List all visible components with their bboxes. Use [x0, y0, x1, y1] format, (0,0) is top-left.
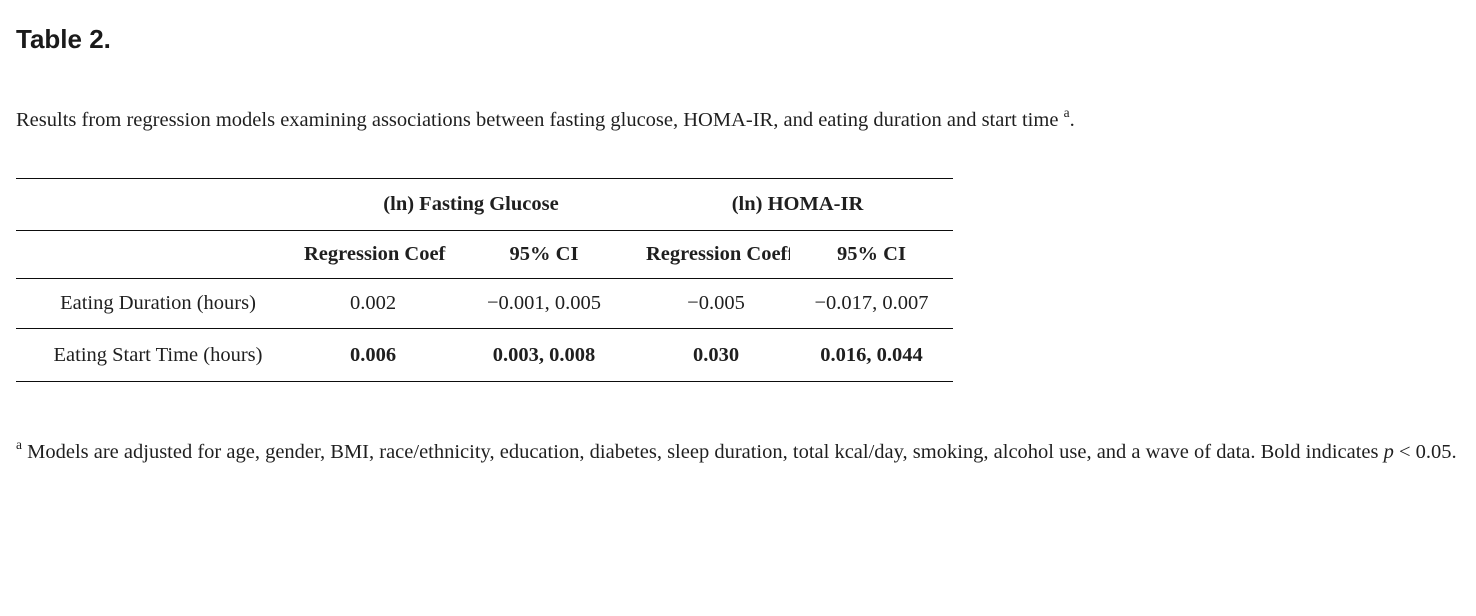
col-header-regression-coeff-glucose: Regression Coeff	[304, 243, 446, 265]
stub-cell	[16, 179, 300, 231]
regression-results-table: (ln) Fasting Glucose (ln) HOMA-IR Regres…	[16, 178, 953, 382]
footnote-text: Models are adjusted for age, gender, BMI…	[27, 441, 1384, 463]
row-label: Eating Duration (hours)	[60, 292, 256, 314]
cell-glucose-ci: 0.003, 0.008	[492, 343, 596, 366]
caption-period: .	[1069, 109, 1075, 131]
table-row-eating-duration: Eating Duration (hours) 0.002 −0.001, 0.…	[16, 279, 953, 329]
cell-homa-ci: −0.017, 0.007	[814, 292, 929, 314]
cell-homa-coeff: 0.030	[692, 343, 740, 366]
cell-glucose-coeff: 0.006	[349, 343, 397, 366]
table-row-eating-start-time: Eating Start Time (hours) 0.006 0.003, 0…	[16, 329, 953, 382]
spanner-fasting-glucose: (ln) Fasting Glucose	[383, 193, 559, 215]
caption-text: Results from regression models examining…	[16, 109, 1059, 131]
footnote-pvalue-text: < 0.05.	[1393, 441, 1457, 463]
cell-glucose-coeff: 0.002	[349, 292, 397, 314]
table-footnote: a Models are adjusted for age, gender, B…	[16, 432, 1460, 472]
col-header-ci-homa: 95% CI	[837, 243, 906, 265]
caption-footnote-marker: a	[1063, 105, 1070, 121]
footnote-marker: a	[16, 437, 22, 453]
column-header-row: Regression Coeff 95% CI Regression Coeff…	[16, 231, 953, 279]
table-caption: Results from regression models examining…	[16, 106, 1460, 134]
cell-glucose-ci: −0.001, 0.005	[486, 292, 602, 314]
col-header-regression-coeff-homa: Regression Coeff	[646, 243, 790, 265]
cell-homa-ci: 0.016, 0.044	[820, 343, 923, 366]
article-table-section: Table 2. Results from regression models …	[16, 24, 1460, 472]
stub-cell	[16, 231, 300, 279]
spanner-header-row: (ln) Fasting Glucose (ln) HOMA-IR	[16, 179, 953, 231]
footnote-p-symbol: p	[1383, 441, 1394, 463]
spanner-homa-ir: (ln) HOMA-IR	[731, 193, 864, 215]
cell-homa-coeff: −0.005	[687, 292, 745, 314]
col-header-ci-glucose: 95% CI	[509, 243, 579, 265]
table-number-heading: Table 2.	[16, 24, 111, 54]
row-label: Eating Start Time (hours)	[53, 343, 263, 366]
